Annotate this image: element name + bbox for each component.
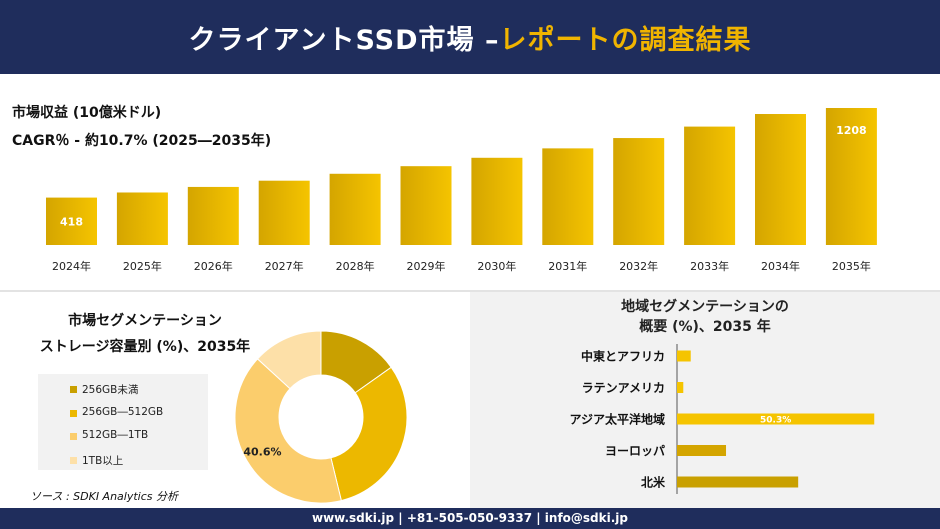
bar-data-label: 1208 [836, 124, 867, 137]
capacity-donut-chart: 40.6% [234, 330, 408, 504]
revenue-bar [471, 157, 523, 245]
legend-item: 512GB―1TB [82, 429, 149, 441]
x-tick-label: 2026年 [194, 259, 233, 273]
segment-title-line2: ストレージ容量別 (%)、2035年 [39, 339, 251, 355]
legend-swatch [70, 409, 77, 417]
footer-bar: www.sdki.jp | +81-505-050-9337 | info@sd… [0, 508, 940, 529]
region-title-line2: 概要 (%)、2035 年 [639, 319, 771, 335]
x-tick-label: 2031年 [548, 259, 587, 273]
revenue-bar [187, 186, 239, 245]
region-bar [677, 382, 684, 393]
revenue-bar [400, 166, 452, 245]
region-label: ヨーロッパ [605, 444, 665, 458]
revenue-bar [613, 138, 665, 245]
revenue-bar-chart: 2024年 418 2025年 2026年 2027年 2028年 2029年 2030年 20… [46, 108, 877, 273]
donut-data-label: 40.6% [243, 446, 281, 459]
segment-title-line1: 市場セグメンテーション [68, 313, 222, 329]
donut-slice [234, 358, 342, 504]
revenue-bar [825, 108, 877, 245]
region-bar [677, 350, 691, 362]
header-banner: クライアントSSD市場 –レポートの調査結果 [0, 0, 940, 74]
title-main: クライアントSSD市場 – [188, 25, 500, 56]
legend-item: 256GB未満 [82, 384, 139, 396]
x-tick-label: 2035年 [832, 259, 871, 273]
x-tick-label: 2027年 [265, 259, 304, 273]
cagr-label: CAGR％ - 約10.7% (2025―2035年) [12, 133, 272, 149]
legend-swatch [70, 433, 77, 440]
region-label: ラテンアメリカ [582, 381, 665, 395]
x-tick-label: 2025年 [123, 259, 162, 273]
x-tick-label: 2033年 [690, 259, 729, 273]
revenue-label: 市場収益 (10億米ドル) [12, 105, 162, 121]
legend-item: 1TB以上 [82, 454, 124, 467]
section-divider [0, 290, 940, 292]
legend-item: 256GB―512GB [82, 405, 164, 418]
revenue-bar [258, 180, 310, 245]
capacity-segment-panel: 市場セグメンテーション ストレージ容量別 (%)、2035年 256GB未満 25… [0, 292, 470, 508]
revenue-bar [46, 197, 97, 245]
capacity-legend: 256GB未満 256GB―512GB 512GB―1TB 1TB以上 [38, 374, 208, 470]
x-tick-label: 2028年 [336, 259, 375, 273]
revenue-bar [755, 114, 806, 245]
bar-data-label: 418 [60, 215, 83, 228]
region-title-line1: 地域セグメンテーションの [621, 299, 789, 315]
region-label: 中東とアフリカ [581, 349, 665, 364]
x-tick-label: 2024年 [52, 259, 91, 273]
region-segment-panel: 地域セグメンテーションの 概要 (%)、2035 年 中東とアフリカ ラテンアメリ… [470, 292, 940, 508]
page-title: クライアントSSD市場 –レポートの調査結果 [0, 18, 940, 57]
source-note: ソース : SDKI Analytics 分析 [30, 490, 179, 503]
title-accent: レポートの調査結果 [499, 25, 752, 56]
legend-swatch [70, 386, 77, 393]
region-bar [677, 445, 727, 456]
revenue-bar [542, 148, 594, 245]
region-label: 北米 [641, 475, 666, 490]
region-bar [677, 476, 799, 488]
region-data-label: 50.3% [760, 416, 791, 426]
x-tick-label: 2034年 [761, 259, 800, 273]
region-label: アジア太平洋地域 [569, 412, 665, 427]
donut-slice [256, 330, 322, 390]
region-bar [677, 413, 875, 425]
donut-slice [330, 366, 408, 502]
x-tick-label: 2029年 [407, 259, 446, 273]
revenue-bar [329, 173, 381, 245]
revenue-bar [116, 192, 168, 245]
x-tick-label: 2030年 [477, 259, 516, 273]
x-tick-label: 2032年 [619, 259, 658, 273]
revenue-bar [684, 126, 736, 245]
footer-contact: www.sdki.jp | +81-505-050-9337 | info@sd… [311, 511, 628, 525]
legend-swatch [70, 456, 77, 464]
